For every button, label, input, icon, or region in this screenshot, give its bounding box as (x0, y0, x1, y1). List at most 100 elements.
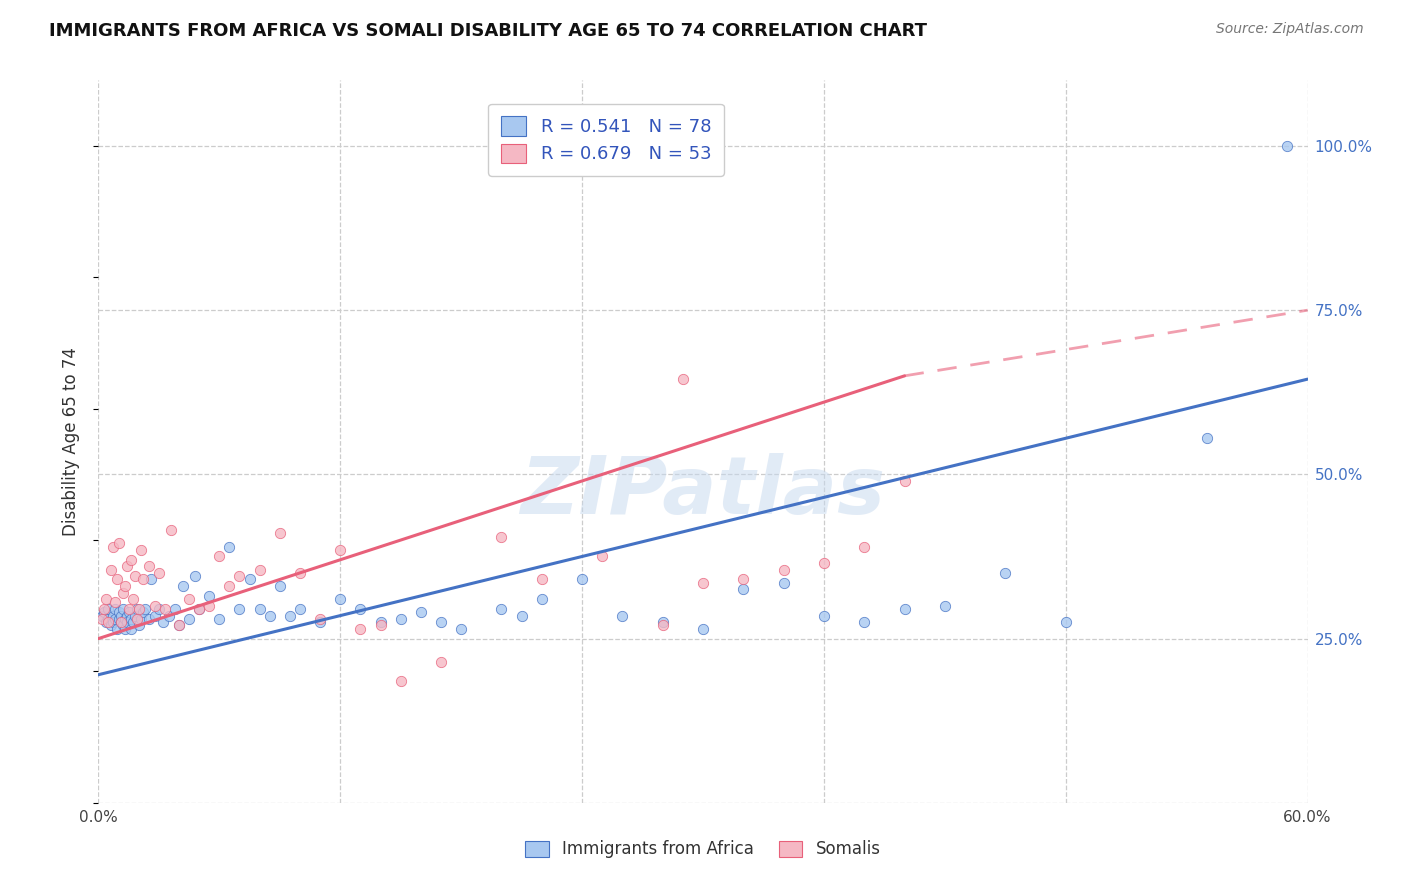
Point (120, 612, 142, 626)
Point (132, 573, 155, 587)
Point (269, 579, 291, 593)
Point (143, 608, 166, 623)
Point (160, 523, 183, 537)
Point (370, 615, 392, 630)
Point (114, 612, 136, 626)
Point (118, 602, 141, 616)
Point (288, 566, 311, 580)
Point (93, 602, 115, 616)
Point (96, 615, 118, 630)
Point (491, 602, 513, 616)
Point (329, 592, 352, 607)
Point (105, 622, 128, 636)
Y-axis label: Disability Age 65 to 74: Disability Age 65 to 74 (62, 347, 80, 536)
Point (148, 566, 170, 580)
Point (134, 602, 156, 616)
Point (179, 612, 201, 626)
Legend: Immigrants from Africa, Somalis: Immigrants from Africa, Somalis (517, 832, 889, 867)
Text: ZIPatlas: ZIPatlas (520, 453, 886, 531)
Point (101, 615, 124, 630)
Point (510, 608, 533, 623)
Point (129, 542, 152, 557)
Point (934, 599, 956, 613)
Point (111, 602, 134, 616)
Point (349, 602, 371, 616)
Point (389, 612, 412, 626)
Point (591, 549, 613, 564)
Point (184, 569, 207, 583)
Point (249, 602, 271, 616)
Point (188, 602, 211, 616)
Point (120, 622, 142, 636)
Point (125, 612, 148, 626)
Point (157, 608, 180, 623)
Point (96, 592, 118, 607)
Point (491, 530, 513, 544)
Text: Source: ZipAtlas.com: Source: ZipAtlas.com (1216, 22, 1364, 37)
Point (163, 602, 186, 616)
Point (167, 618, 190, 632)
Point (994, 566, 1017, 580)
Point (893, 602, 915, 616)
Point (121, 615, 143, 630)
Point (138, 612, 160, 626)
Point (772, 575, 794, 590)
Point (115, 608, 138, 623)
Point (733, 582, 755, 597)
Point (409, 605, 432, 619)
Point (239, 573, 262, 587)
Point (138, 559, 160, 574)
Point (128, 618, 150, 632)
Point (118, 605, 141, 619)
Point (103, 595, 125, 609)
Point (107, 605, 129, 619)
Point (128, 602, 150, 616)
Point (124, 569, 146, 583)
Point (153, 602, 176, 616)
Point (249, 563, 271, 577)
Point (309, 615, 332, 630)
Point (115, 559, 138, 574)
Point (853, 540, 876, 554)
Point (259, 608, 281, 623)
Point (91, 608, 114, 623)
Point (389, 674, 412, 689)
Point (893, 474, 915, 488)
Point (218, 540, 240, 554)
Point (772, 563, 794, 577)
Point (97, 615, 120, 630)
Point (139, 573, 162, 587)
Point (853, 615, 876, 630)
Point (152, 615, 174, 630)
Point (349, 622, 371, 636)
Point (1195, 431, 1218, 445)
Point (208, 612, 231, 626)
Point (278, 608, 301, 623)
Point (114, 579, 136, 593)
Point (103, 602, 125, 616)
Point (692, 622, 714, 636)
Point (124, 608, 146, 623)
Point (121, 592, 143, 607)
Point (228, 569, 250, 583)
Point (651, 618, 673, 632)
Point (188, 602, 211, 616)
Point (101, 608, 124, 623)
Point (530, 592, 553, 607)
Point (110, 615, 132, 630)
Point (110, 608, 132, 623)
Point (329, 542, 352, 557)
Point (100, 563, 122, 577)
Point (97, 602, 120, 616)
Point (132, 605, 155, 619)
Point (111, 585, 134, 599)
Point (97, 612, 120, 626)
Point (172, 579, 194, 593)
Point (129, 612, 152, 626)
Point (120, 553, 142, 567)
Point (105, 573, 128, 587)
Point (228, 602, 250, 616)
Point (125, 602, 148, 616)
Point (813, 608, 835, 623)
Point (110, 615, 132, 630)
